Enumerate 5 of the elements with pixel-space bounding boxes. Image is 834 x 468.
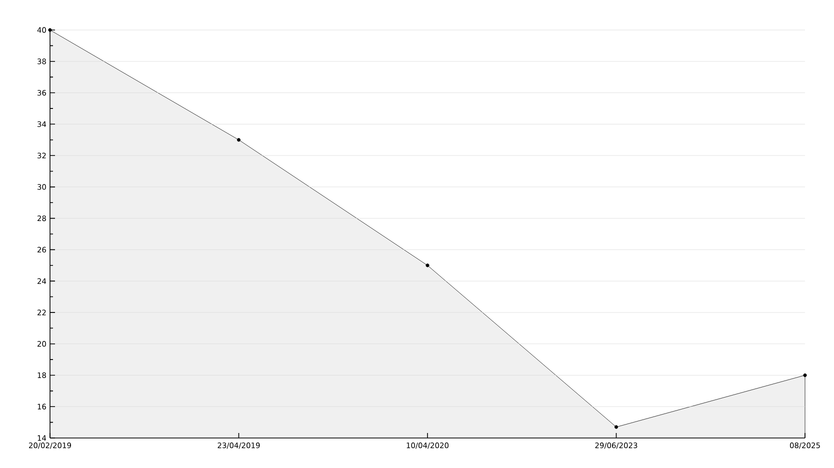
point bbox=[614, 425, 618, 429]
point bbox=[48, 28, 52, 32]
point bbox=[236, 138, 241, 142]
point bbox=[803, 373, 807, 378]
point bbox=[426, 264, 430, 268]
